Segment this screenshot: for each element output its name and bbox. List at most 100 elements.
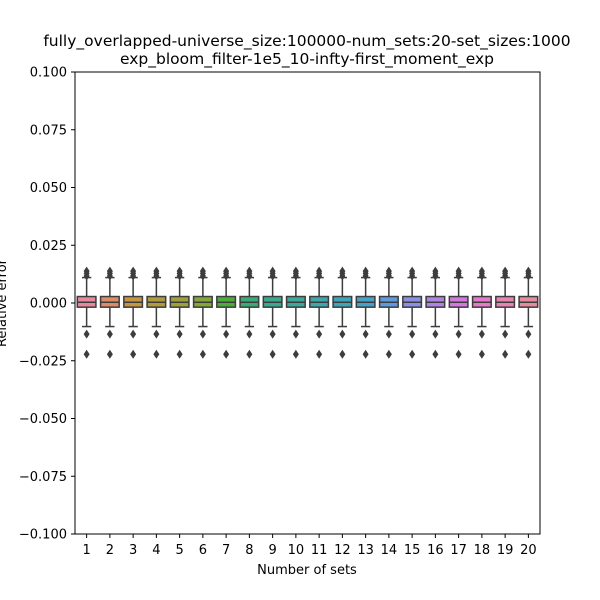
box-group-18	[471, 266, 492, 359]
x-tick-label: 14	[381, 543, 398, 558]
outlier-marker	[525, 349, 532, 359]
outlier-marker	[455, 329, 462, 339]
x-tick-label: 1	[82, 543, 90, 558]
outlier-marker	[106, 349, 113, 359]
outlier-marker	[153, 266, 160, 276]
outlier-marker	[455, 349, 462, 359]
outlier-marker	[223, 329, 230, 339]
outlier-marker	[106, 266, 113, 276]
outlier-marker	[409, 329, 416, 339]
box-group-11	[309, 266, 330, 359]
boxes-layer	[76, 266, 539, 359]
box-group-8	[239, 266, 260, 359]
outlier-marker	[269, 349, 276, 359]
outlier-marker	[316, 266, 323, 276]
x-tick-label: 16	[427, 543, 444, 558]
outlier-marker	[385, 266, 392, 276]
outlier-marker	[83, 349, 90, 359]
outlier-marker	[292, 266, 299, 276]
outlier-marker	[316, 349, 323, 359]
outlier-marker	[223, 266, 230, 276]
outlier-marker	[362, 329, 369, 339]
y-tick-label: 0.000	[30, 297, 67, 312]
x-tick-label: 19	[497, 543, 514, 558]
y-tick-label: −0.025	[19, 354, 67, 369]
outlier-marker	[106, 329, 113, 339]
x-tick-label: 8	[245, 543, 253, 558]
x-tick-label: 4	[152, 543, 160, 558]
outlier-marker	[525, 266, 532, 276]
outlier-marker	[409, 349, 416, 359]
outlier-marker	[478, 349, 485, 359]
x-tick-label: 7	[222, 543, 230, 558]
outlier-marker	[176, 329, 183, 339]
outlier-marker	[316, 329, 323, 339]
outlier-marker	[362, 349, 369, 359]
outlier-marker	[432, 349, 439, 359]
outlier-marker	[130, 266, 137, 276]
outlier-marker	[502, 349, 509, 359]
outlier-marker	[432, 329, 439, 339]
box-group-19	[495, 266, 516, 359]
y-tick-label: 0.075	[30, 123, 67, 138]
outlier-marker	[432, 266, 439, 276]
outlier-marker	[385, 349, 392, 359]
outlier-marker	[292, 349, 299, 359]
chart-title-line-1: fully_overlapped-universe_size:100000-nu…	[43, 32, 570, 51]
outlier-marker	[199, 349, 206, 359]
box-group-6	[192, 266, 213, 359]
x-axis-label: Number of sets	[257, 563, 357, 578]
outlier-marker	[409, 266, 416, 276]
outlier-marker	[362, 266, 369, 276]
outlier-marker	[292, 329, 299, 339]
outlier-marker	[83, 266, 90, 276]
outlier-marker	[176, 266, 183, 276]
outlier-marker	[385, 329, 392, 339]
outlier-marker	[502, 266, 509, 276]
outlier-marker	[153, 349, 160, 359]
outlier-marker	[153, 329, 160, 339]
y-tick-label: −0.075	[19, 470, 67, 485]
y-tick-label: 0.025	[30, 239, 67, 254]
x-tick-label: 10	[288, 543, 305, 558]
y-tick-label: 0.100	[30, 66, 67, 81]
box-group-17	[448, 266, 469, 359]
box-group-12	[332, 266, 353, 359]
outlier-marker	[199, 329, 206, 339]
outlier-marker	[246, 349, 253, 359]
chart-title-line-2: exp_bloom_filter-1e5_10-infty-first_mome…	[120, 50, 494, 69]
outlier-marker	[478, 329, 485, 339]
y-tick-label: −0.050	[19, 412, 67, 427]
outlier-marker	[176, 349, 183, 359]
x-tick-label: 9	[268, 543, 276, 558]
outlier-marker	[525, 329, 532, 339]
y-axis-label: Relative error	[0, 258, 10, 347]
outlier-marker	[199, 266, 206, 276]
x-tick-label: 11	[311, 543, 328, 558]
box-group-1	[76, 266, 97, 359]
x-tick-label: 18	[474, 543, 491, 558]
box-group-2	[99, 266, 120, 359]
outlier-marker	[130, 329, 137, 339]
outlier-marker	[339, 266, 346, 276]
x-tick-label: 5	[175, 543, 183, 558]
box-group-20	[518, 266, 539, 359]
x-tick-label: 6	[199, 543, 207, 558]
box-group-4	[146, 266, 167, 359]
outlier-marker	[223, 349, 230, 359]
outlier-marker	[478, 266, 485, 276]
box-group-16	[425, 266, 446, 359]
box-group-10	[285, 266, 306, 359]
box-group-3	[123, 266, 144, 359]
x-tick-label: 17	[450, 543, 467, 558]
box-group-14	[378, 266, 399, 359]
outlier-marker	[246, 329, 253, 339]
box-group-15	[402, 266, 423, 359]
x-tick-label: 15	[404, 543, 421, 558]
outlier-marker	[130, 349, 137, 359]
box-group-7	[216, 266, 237, 359]
x-tick-label: 12	[334, 543, 351, 558]
y-axis: −0.100 −0.075 −0.050 −0.025 0.000 0.025 0.050 0…	[19, 66, 75, 543]
x-tick-label: 2	[106, 543, 114, 558]
